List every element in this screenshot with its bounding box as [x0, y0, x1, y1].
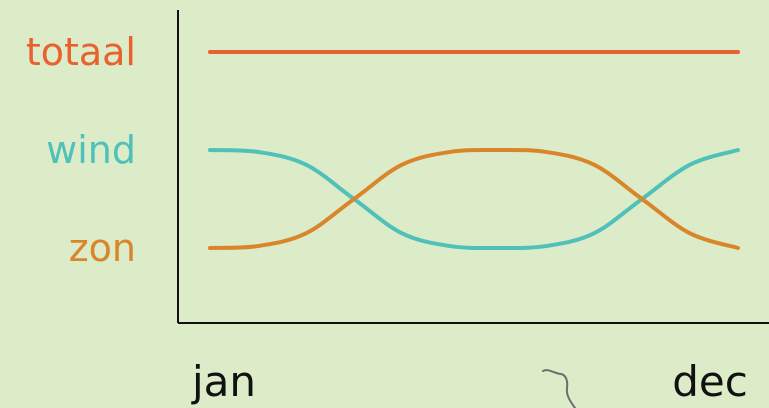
series-line-zon — [208, 147, 740, 250]
x-tick-label-jan: jan — [191, 357, 256, 406]
series-line-wind — [208, 148, 740, 251]
series-label-wind: wind — [46, 128, 136, 172]
x-axis-tick-labels: jan dec — [191, 357, 748, 406]
series-labels: totaal wind zon — [26, 30, 136, 270]
series-label-zon: zon — [69, 226, 136, 270]
series-lines — [208, 49, 740, 251]
pencil-doodle — [542, 369, 576, 408]
x-tick-label-dec: dec — [672, 357, 748, 406]
series-label-totaal: totaal — [26, 30, 136, 74]
axes — [177, 10, 769, 324]
